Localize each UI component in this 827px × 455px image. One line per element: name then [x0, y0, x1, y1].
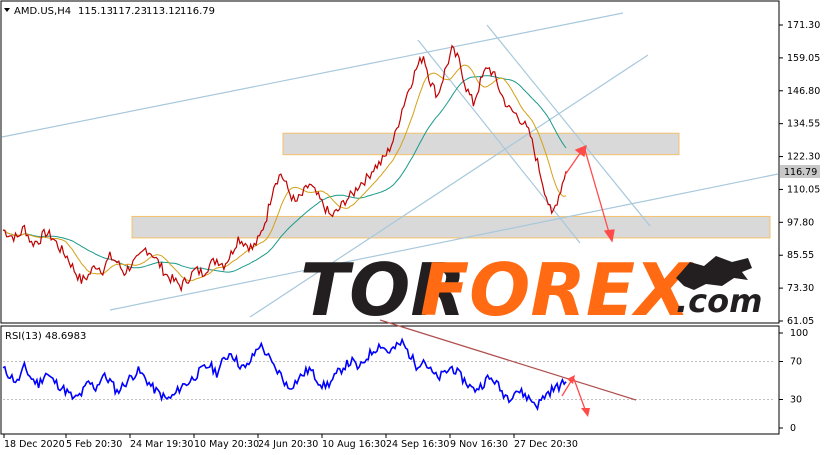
rsi-line [2, 337, 567, 412]
upper-channel-line [1, 12, 624, 138]
lower-channel-line [109, 173, 779, 311]
y-axis-main: 171.30 159.05 146.80 134.55 122.30 110.05 97.8… [779, 20, 820, 327]
forecast-down-arrowhead [603, 229, 615, 243]
x-tick-label: 18 Dec 2020 [4, 439, 65, 450]
y-tick-label: 146.80 [787, 86, 820, 97]
rsi-down-arrow [573, 378, 587, 413]
watermark-dotcom: .com [676, 282, 762, 320]
chart-header-close: 116.79 [180, 6, 215, 17]
y-tick-label: 73.30 [787, 283, 814, 294]
rsi-trend-line [379, 319, 637, 401]
rsi-y-tick-label: 30 [790, 395, 802, 406]
watermark-tor: TOR [300, 248, 466, 332]
rsi-layer [2, 337, 775, 412]
x-axis: 18 Dec 2020 5 Feb 20:30 24 Mar 19:30 10 May… [3, 434, 578, 450]
y-tick-label: 61.05 [787, 316, 814, 327]
mid-channel-line [249, 54, 649, 318]
chart-header-low: 113.12 [146, 6, 181, 17]
price-layer [2, 44, 567, 293]
x-tick-label: 24 Jun 20:30 [258, 439, 318, 450]
y-tick-label: 134.55 [787, 119, 820, 130]
rsi-panel-frame [0, 325, 780, 435]
support-zone [131, 215, 771, 239]
y-tick-label: 159.05 [787, 53, 820, 64]
descending-line-1 [417, 39, 581, 244]
descending-line-2 [486, 24, 651, 227]
x-tick-label: 10 May 20:30 [194, 439, 259, 450]
rsi-y-tick-label: 70 [790, 357, 802, 368]
x-tick-label: 9 Nov 16:30 [450, 439, 508, 450]
chart-header-open: 115.13 [78, 6, 113, 17]
current-price-label: 116.79 [784, 167, 817, 178]
chart-header-symbol: AMD.US,H4 [14, 6, 71, 17]
forecast-arrows [564, 144, 615, 243]
x-tick-label: 5 Feb 20:30 [66, 439, 122, 450]
ma-slow-line [2, 75, 567, 273]
y-tick-label: 171.30 [787, 20, 820, 31]
bull-logo [676, 256, 752, 290]
resistance-zone [282, 132, 680, 156]
ma-fast-line [2, 64, 567, 282]
y-tick-label: 85.55 [787, 250, 814, 261]
rsi-up-arrowhead [567, 375, 575, 384]
y-axis-rsi: 100 70 30 0 [779, 328, 808, 434]
y-tick-label: 122.30 [787, 152, 820, 163]
watermark-forex: FOREX [420, 248, 694, 332]
y-tick-label: 110.05 [787, 184, 820, 195]
rsi-y-tick-label: 0 [790, 423, 796, 434]
y-tick-label: 97.80 [787, 217, 814, 228]
rsi-label: RSI(13) 48.6983 [5, 331, 86, 342]
x-tick-label: 24 Sep 16:30 [386, 439, 449, 450]
price-line [2, 44, 567, 293]
torforex-watermark: TOR FOREX .com [300, 248, 762, 332]
rsi-down-arrowhead [581, 408, 590, 417]
current-price-box [780, 165, 820, 178]
forecast-down-arrow [584, 149, 611, 237]
x-tick-label: 24 Mar 19:30 [130, 439, 193, 450]
dropdown-triangle-icon[interactable] [4, 8, 10, 12]
chart-header-high: 117.23 [112, 6, 147, 17]
x-tick-label: 10 Aug 16:30 [322, 439, 386, 450]
rsi-y-tick-label: 100 [790, 328, 808, 339]
x-tick-label: 27 Dec 20:30 [514, 439, 578, 450]
trend-lines [1, 12, 779, 318]
rsi-trend-and-arrows [379, 319, 637, 417]
